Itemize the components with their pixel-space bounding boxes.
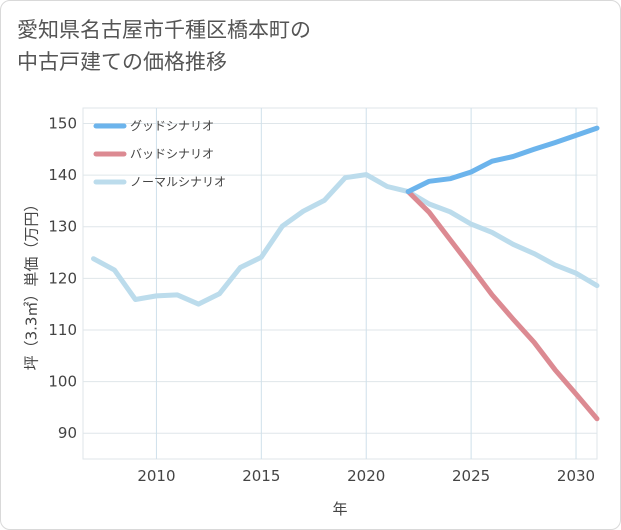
series-line-0 — [405, 125, 600, 195]
legend-label-2: ノーマルシナリオ — [130, 175, 226, 189]
legend-label-0: グッドシナリオ — [130, 119, 214, 133]
y-tick-label: 120 — [48, 269, 77, 287]
x-tick-label: 2020 — [347, 467, 385, 485]
x-tick-label: 2015 — [242, 467, 280, 485]
legend-label-1: バッドシナリオ — [130, 147, 214, 161]
x-axis-ticks: 2010 2015 2020 2025 2030 — [137, 467, 595, 485]
y-axis-ticks: 90 100 110 120 130 140 150 — [48, 114, 77, 442]
chart-title-line-2: 中古戸建ての価格推移 — [17, 50, 227, 74]
series-line-1 — [405, 189, 600, 422]
y-tick-label: 150 — [48, 114, 77, 132]
series-line-2 — [91, 172, 600, 307]
x-axis-label: 年 — [332, 500, 347, 518]
y-tick-label: 110 — [48, 321, 77, 339]
y-tick-label: 130 — [48, 218, 77, 236]
y-tick-label: 140 — [48, 166, 77, 184]
chart-title: 愛知県名古屋市千種区橋本町の 中古戸建ての価格推移 — [17, 14, 577, 78]
grid-lines — [82, 107, 598, 460]
series-layer — [91, 125, 600, 422]
x-tick-label: 2010 — [137, 467, 175, 485]
chart-title-line-1: 愛知県名古屋市千種区橋本町の — [17, 18, 311, 42]
y-axis-label: 坪（3.3㎡）単価（万円） — [23, 197, 41, 371]
x-tick-label: 2025 — [452, 467, 490, 485]
y-tick-label: 90 — [58, 424, 77, 442]
x-tick-label: 2030 — [557, 467, 595, 485]
y-tick-label: 100 — [48, 373, 77, 391]
